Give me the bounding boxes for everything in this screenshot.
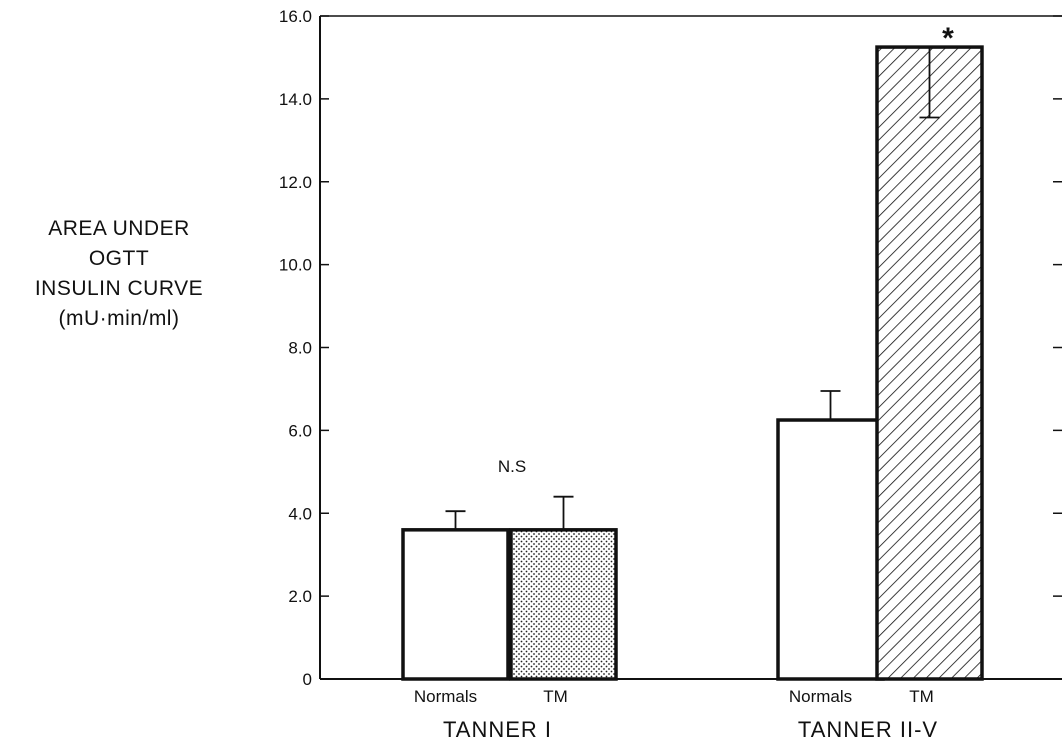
category-label: TM	[909, 687, 934, 706]
bar-1-0	[776, 418, 885, 681]
annotation-ns: N.S	[498, 457, 526, 476]
group-label: TANNER II-V	[798, 717, 938, 742]
category-label: Normals	[414, 687, 477, 706]
y-tick-label: 4.0	[288, 504, 312, 523]
bar-0-1	[509, 528, 618, 681]
y-tick-label: 0	[303, 670, 312, 689]
y-tick-label: 12.0	[279, 173, 312, 192]
y-tick-label: 8.0	[288, 339, 312, 358]
y-axis-label-line-1: AREA UNDER	[48, 217, 190, 240]
category-label: Normals	[789, 687, 852, 706]
y-tick-label: 2.0	[288, 587, 312, 606]
bar-0-0	[401, 528, 510, 681]
bars	[401, 45, 984, 681]
group-label: TANNER I	[443, 717, 552, 742]
y-tick-label: 10.0	[279, 256, 312, 275]
y-tick-label: 6.0	[288, 421, 312, 440]
y-axis-label-line-3: INSULIN CURVE	[34, 277, 204, 300]
y-tick-label: 14.0	[279, 90, 312, 109]
y-axis-label-line-4: (mU·min/ml)	[58, 307, 180, 330]
bar-1-1	[875, 45, 984, 681]
category-labels: Normals TM TANNER I Normals TM TANNER II-V N.S…	[414, 22, 954, 742]
y-axis-label-line-2: OGTT	[88, 247, 150, 270]
category-label: TM	[543, 687, 568, 706]
y-axis-ticks: 0 2.0 4.0 6.0 8.0 10.0 12.0 14.0 16.0	[279, 7, 1062, 689]
y-tick-label: 16.0	[279, 7, 312, 26]
y-axis-label: AREA UNDER OGTT INSULIN CURVE (mU·min/ml…	[0, 214, 238, 334]
annotation-significance: *	[942, 22, 954, 55]
